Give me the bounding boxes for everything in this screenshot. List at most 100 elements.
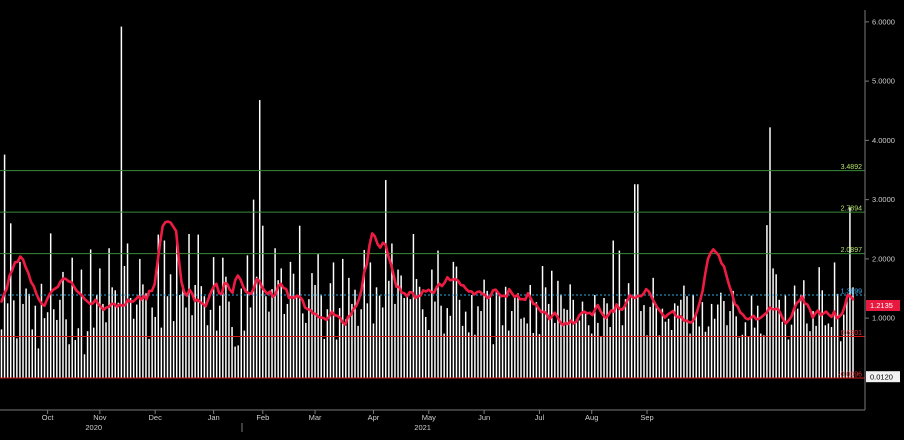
bar (225, 276, 227, 378)
bar (120, 26, 123, 378)
value-badge-label: 0.0120 (870, 372, 893, 381)
bar (464, 311, 467, 378)
bar (606, 303, 608, 378)
x-tick-label: Sep (640, 413, 653, 422)
bar (209, 309, 212, 378)
bar (231, 327, 233, 378)
bar (670, 330, 673, 378)
bar (117, 302, 120, 378)
bar (200, 286, 203, 378)
bar (618, 250, 621, 378)
bar (532, 332, 535, 378)
bar (446, 308, 448, 378)
bar (517, 293, 519, 378)
bar (793, 285, 796, 378)
x-tick-label: Jul (535, 413, 545, 422)
bar (71, 257, 73, 378)
bar (188, 234, 190, 378)
bar (584, 313, 587, 378)
bar (169, 274, 172, 378)
bar (849, 207, 851, 378)
bar (452, 261, 455, 378)
bar (415, 279, 418, 378)
bar (704, 331, 707, 378)
bar (148, 338, 150, 378)
bar (59, 299, 61, 378)
bar (142, 284, 144, 378)
bar (572, 299, 575, 378)
bar (397, 269, 399, 378)
bar (833, 262, 836, 378)
bar (237, 345, 239, 378)
bar (590, 333, 593, 378)
bar (554, 322, 556, 378)
x-tick-label: May (422, 413, 436, 422)
bar (815, 325, 817, 378)
bar (243, 330, 246, 378)
bar (375, 287, 378, 378)
bar (637, 184, 639, 378)
bar (348, 277, 350, 378)
bar (652, 277, 654, 378)
bar (394, 303, 396, 378)
bar (818, 267, 820, 378)
bar (360, 309, 362, 378)
bar (37, 348, 40, 378)
bar (80, 269, 83, 378)
bar (640, 311, 642, 378)
bar (806, 323, 808, 378)
y-axis-ticks: 6.0000 5.0000 4.0000 3.0000 2.0000 1.0000 (865, 17, 895, 323)
bar (520, 318, 522, 378)
bar (13, 300, 15, 378)
bar (846, 299, 848, 378)
bar (683, 285, 685, 378)
bar (803, 280, 805, 378)
bar (421, 309, 424, 378)
bar (62, 271, 64, 378)
bar (271, 289, 273, 378)
bar (308, 299, 310, 378)
bar (99, 268, 101, 378)
bar (46, 312, 49, 378)
bar (154, 316, 156, 378)
bar (40, 283, 43, 378)
bar (338, 308, 341, 378)
bar (83, 354, 86, 378)
x-tick-label: Feb (256, 413, 269, 422)
bar (437, 250, 439, 378)
bar (643, 305, 645, 378)
bar (102, 303, 104, 378)
bar (22, 303, 24, 378)
bar (760, 333, 762, 378)
bar (821, 290, 823, 378)
bar (381, 307, 384, 378)
bar (615, 303, 618, 378)
bar (428, 330, 430, 378)
last-value-badges: 1.2135 0.0120 (866, 300, 900, 383)
bar (56, 319, 58, 378)
bar (172, 321, 175, 378)
bar (812, 311, 814, 378)
bar (222, 257, 224, 378)
x-year-label: 2021 (414, 423, 431, 432)
bar (449, 315, 452, 378)
bar (769, 127, 771, 378)
bar (443, 333, 445, 378)
bar (852, 287, 854, 378)
bar (627, 283, 630, 378)
bar (28, 293, 30, 378)
bar (557, 280, 559, 378)
bar (92, 327, 95, 378)
bar (409, 299, 412, 378)
bar (25, 288, 27, 378)
bar (695, 314, 697, 378)
bar (747, 336, 750, 378)
bar (191, 315, 193, 378)
bar (492, 344, 495, 378)
bar (753, 327, 756, 378)
reference-line-label: -0.0096 (838, 371, 862, 378)
bar (345, 319, 347, 378)
bar (151, 307, 153, 378)
bar (501, 325, 504, 378)
bar (228, 301, 230, 378)
